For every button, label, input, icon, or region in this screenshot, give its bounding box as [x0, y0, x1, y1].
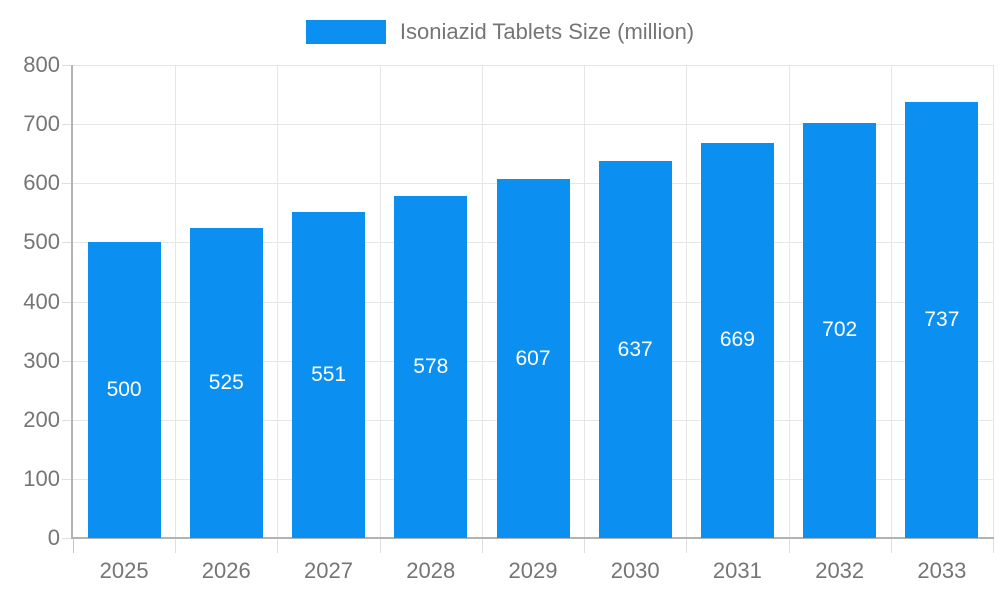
- h-gridline: [73, 65, 993, 66]
- x-axis-label: 2029: [508, 558, 558, 583]
- v-gridline: [175, 65, 176, 538]
- v-gridline: [584, 65, 585, 538]
- y-axis-label: 500: [23, 229, 60, 254]
- x-axis-label: 2025: [99, 558, 149, 583]
- x-tick: [686, 538, 687, 553]
- bar-value-label: 702: [822, 318, 858, 342]
- y-axis-label: 200: [23, 407, 60, 432]
- v-gridline: [891, 65, 892, 538]
- bar-value-label: 551: [311, 363, 347, 387]
- v-gridline: [686, 65, 687, 538]
- legend: Isoniazid Tablets Size (million): [0, 18, 1000, 46]
- y-axis-label: 700: [23, 111, 60, 136]
- y-tick: [62, 361, 73, 362]
- y-tick: [62, 242, 73, 243]
- y-axis-line: [71, 65, 73, 538]
- x-tick: [175, 538, 176, 553]
- y-axis-label: 300: [23, 348, 60, 373]
- x-axis-line: [71, 537, 994, 539]
- y-axis-label: 0: [47, 525, 60, 550]
- bar-value-label: 607: [515, 346, 551, 370]
- y-tick: [62, 65, 73, 66]
- y-tick: [62, 124, 73, 125]
- x-axis-label: 2028: [406, 558, 456, 583]
- x-tick: [482, 538, 483, 553]
- v-gridline: [380, 65, 381, 538]
- y-tick: [62, 538, 73, 539]
- bar-value-label: 737: [924, 308, 960, 332]
- bar: 669: [700, 142, 774, 538]
- legend-label: Isoniazid Tablets Size (million): [399, 19, 695, 44]
- x-tick: [584, 538, 585, 553]
- y-tick: [62, 302, 73, 303]
- y-tick: [62, 479, 73, 480]
- bar: 500: [87, 242, 161, 538]
- bar-value-label: 500: [106, 378, 142, 402]
- x-axis-label: 2032: [815, 558, 865, 583]
- x-tick: [73, 538, 74, 553]
- bar-value-label: 578: [413, 355, 449, 379]
- x-axis-label: 2026: [201, 558, 251, 583]
- v-gridline: [993, 65, 994, 538]
- bar: 737: [905, 102, 979, 538]
- bar-value-label: 525: [208, 370, 244, 394]
- x-axis-label: 2031: [712, 558, 762, 583]
- bar: 578: [394, 196, 468, 538]
- y-axis-label: 400: [23, 289, 60, 314]
- v-gridline: [277, 65, 278, 538]
- y-tick: [62, 183, 73, 184]
- bar: 607: [496, 179, 570, 538]
- y-axis-label: 600: [23, 170, 60, 195]
- h-gridline: [73, 124, 993, 125]
- x-tick: [993, 538, 994, 553]
- x-tick: [277, 538, 278, 553]
- bar: 702: [803, 122, 877, 538]
- x-tick: [891, 538, 892, 553]
- bar-value-label: 637: [617, 337, 653, 361]
- x-tick: [380, 538, 381, 553]
- bar: 551: [292, 212, 366, 538]
- y-axis-label: 100: [23, 466, 60, 491]
- y-axis-label: 800: [23, 52, 60, 77]
- v-gridline: [482, 65, 483, 538]
- x-axis-label: 2027: [304, 558, 353, 583]
- bar-value-label: 669: [719, 328, 755, 352]
- x-axis-label: 2033: [917, 558, 967, 583]
- x-tick: [789, 538, 790, 553]
- x-axis-label: 2030: [610, 558, 660, 583]
- v-gridline: [789, 65, 790, 538]
- y-tick: [62, 420, 73, 421]
- legend-swatch: [305, 20, 386, 44]
- bar: 637: [598, 161, 672, 538]
- bar: 525: [189, 227, 263, 538]
